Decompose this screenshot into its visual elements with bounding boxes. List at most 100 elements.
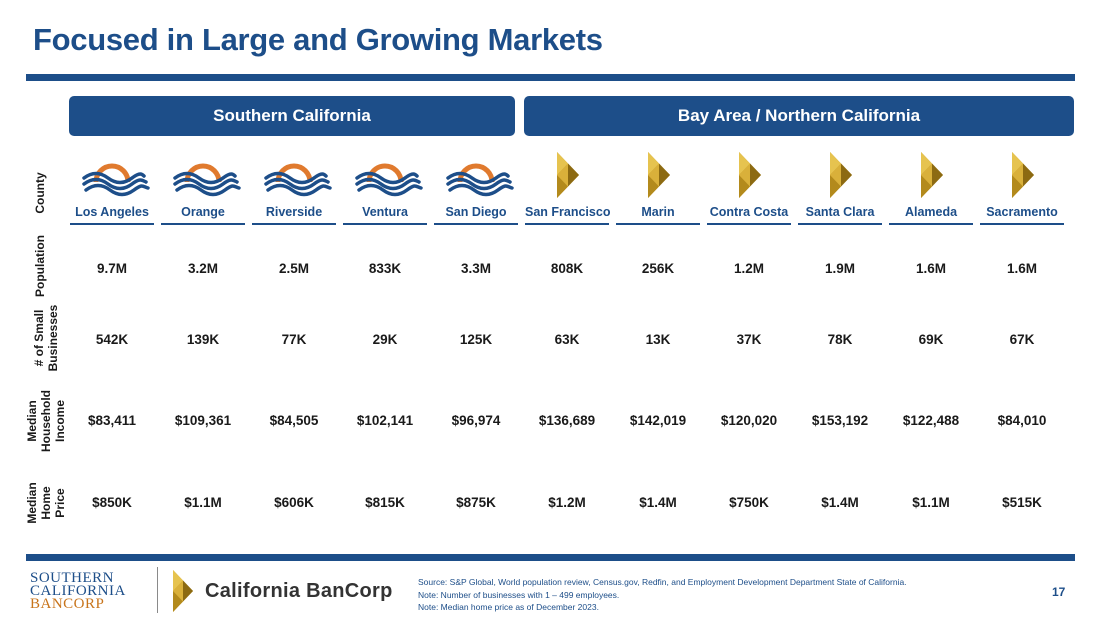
county-underline [343,223,427,225]
row-label-county: County [33,172,47,214]
median-income-value: $109,361 [174,413,232,428]
median-income-value: $102,141 [356,413,414,428]
population-value: 3.3M [460,261,491,276]
county-name: Sacramento [986,205,1058,219]
small-businesses-value: 69K [918,332,944,347]
population-value: 1.9M [824,261,855,276]
county-name: Alameda [904,205,958,219]
median-home-price-value: $850K [92,495,132,510]
row-label-income-line2: Household [39,390,53,452]
county-name: San Francisco [525,205,611,219]
row-label-small-businesses-line2: Businesses [46,304,60,372]
county-name: Ventura [362,205,408,219]
gold-diamond-icon [616,150,700,200]
row-label-small-businesses-line1: # of Small [32,309,46,367]
sun-waves-icon [70,150,154,200]
small-businesses-value: 77K [281,332,307,347]
population-value: 2.5M [278,261,309,276]
median-income-value: $120,020 [720,413,778,428]
region-header-bay-area: Bay Area / Northern California [524,96,1074,136]
median-income-value: $142,019 [629,413,687,428]
median-income-value: $96,974 [451,413,501,428]
source-line: Source: S&P Global, World population rev… [418,577,907,587]
row-label-small-businesses: # of Small Businesses [31,303,61,373]
gold-diamond-icon [707,150,791,200]
median-home-price-value: $1.4M [639,495,677,510]
county-name: Marin [641,205,675,219]
small-businesses-value: 29K [372,332,398,347]
county-underline [980,223,1064,225]
row-label-home-line1: Median [25,482,39,524]
small-businesses-value: 542K [95,332,129,347]
gold-diamond-icon [889,150,973,200]
county-underline [798,223,882,225]
gold-diamond-icon [798,150,882,200]
population-value: 1.6M [915,261,946,276]
county-underline [707,223,791,225]
sources-notes: Source: S&P Global, World population rev… [418,576,907,614]
footer-divider [26,554,1075,561]
row-label-median-home-price: Median Home Price [25,468,67,538]
gold-diamond-icon [525,150,609,200]
median-income-value: $153,192 [811,413,869,428]
median-home-price-value: $606K [274,495,314,510]
median-home-price-value: $515K [1002,495,1042,510]
median-home-price-value: $815K [365,495,405,510]
small-businesses-value: 78K [827,332,853,347]
county-underline [70,223,154,225]
california-bancorp-logo-text: California BanCorp [205,580,393,602]
population-value: 1.6M [1006,261,1037,276]
median-home-price-value: $1.4M [821,495,859,510]
row-label-population: Population [33,235,47,297]
county-name: San Diego [445,205,507,219]
county-underline [616,223,700,225]
row-label-median-income: Median Household Income [25,386,67,456]
population-value: 256K [641,261,675,276]
median-income-value: $84,010 [997,413,1047,428]
county-underline [889,223,973,225]
median-home-price-value: $1.2M [548,495,586,510]
sun-waves-icon [434,150,518,200]
note-line: Note: Number of businesses with 1 – 499 … [418,589,620,600]
median-income-value: $122,488 [902,413,960,428]
median-home-price-value: $1.1M [912,495,950,510]
row-label-income-line1: Median [25,400,39,442]
county-underline [252,223,336,225]
population-value: 3.2M [187,261,218,276]
page-number: 17 [1052,585,1066,599]
small-businesses-value: 37K [736,332,762,347]
median-home-price-value: $1.1M [184,495,222,510]
southern-california-bancorp-logo: SOUTHERN CALIFORNIA BANCORP [30,570,140,614]
county-underline [525,223,609,225]
county-name: Santa Clara [805,205,875,219]
logo-line-2: CALIFORNIA [30,583,126,599]
small-businesses-value: 139K [186,332,220,347]
county-name: Contra Costa [709,205,789,219]
median-home-price-value: $875K [456,495,496,510]
note-line: Note: Median home price as of December 2… [418,602,599,612]
county-name: Riverside [265,205,323,219]
logo-line-3: BANCORP [30,596,105,612]
sun-waves-icon [343,150,427,200]
gold-diamond-icon [980,150,1064,200]
county-underline [434,223,518,225]
population-value: 9.7M [96,261,127,276]
county-name: Orange [181,205,225,219]
header-divider [26,74,1075,81]
median-home-price-value: $750K [729,495,769,510]
median-income-value: $84,505 [269,413,319,428]
logo-line-1: SOUTHERN [30,570,115,586]
small-businesses-value: 13K [645,332,671,347]
median-income-value: $83,411 [87,413,137,428]
sun-waves-icon [161,150,245,200]
small-businesses-value: 125K [459,332,493,347]
small-businesses-value: 63K [554,332,580,347]
population-value: 808K [550,261,584,276]
sun-waves-icon [252,150,336,200]
county-name: Los Angeles [75,205,149,219]
population-value: 833K [368,261,402,276]
logo-divider [157,567,158,613]
california-bancorp-diamond-icon [171,570,195,612]
county-underline [161,223,245,225]
page-title: Focused in Large and Growing Markets [33,22,603,57]
